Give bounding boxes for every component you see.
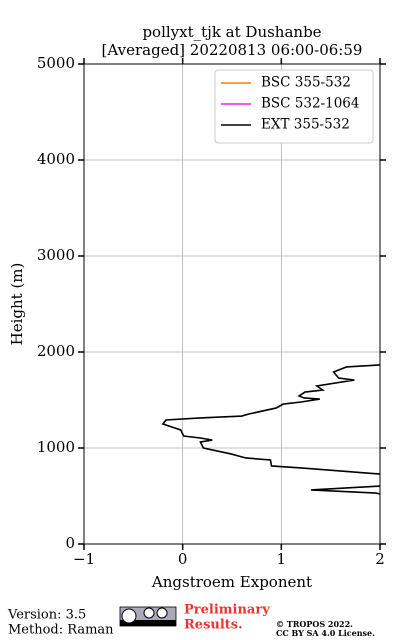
license: © TROPOS 2022. — [276, 619, 353, 629]
version: Version: 3.5 — [7, 608, 86, 623]
legend-box — [214, 69, 374, 144]
x-axis-label: Angstroem Exponent — [151, 573, 312, 591]
license: CC BY SA 4.0 License. — [276, 628, 375, 638]
y-tick-label: 2000 — [37, 342, 75, 360]
legend-label: BSC 355-532 — [261, 75, 351, 91]
y-tick-label: 3000 — [37, 246, 75, 264]
y-tick-label: 1000 — [37, 438, 75, 456]
y-tick-label: 5000 — [37, 54, 75, 72]
y-tick-label: 4000 — [37, 150, 75, 168]
x-tick-label: −1 — [73, 550, 95, 568]
plot-frame — [83, 63, 381, 545]
chart-title: pollyxt_tjk at Dushanbe — [142, 23, 321, 41]
cc-logo — [119, 606, 177, 627]
notice: Results. — [184, 618, 243, 633]
x-tick-label: 1 — [277, 550, 287, 568]
notice: Preliminary — [184, 603, 270, 618]
legend-label: EXT 355-532 — [261, 117, 350, 133]
y-tick-label: 0 — [65, 534, 75, 552]
x-tick-label: 0 — [178, 550, 188, 568]
y-axis-label: Height (m) — [8, 263, 26, 346]
legend-label: BSC 532-1064 — [261, 96, 359, 112]
data-line — [161, 364, 381, 495]
x-tick-label: 2 — [375, 550, 385, 568]
method: Method: Raman — [8, 623, 114, 638]
chart-title: [Averaged] 20220813 06:00-06:59 — [102, 41, 363, 59]
